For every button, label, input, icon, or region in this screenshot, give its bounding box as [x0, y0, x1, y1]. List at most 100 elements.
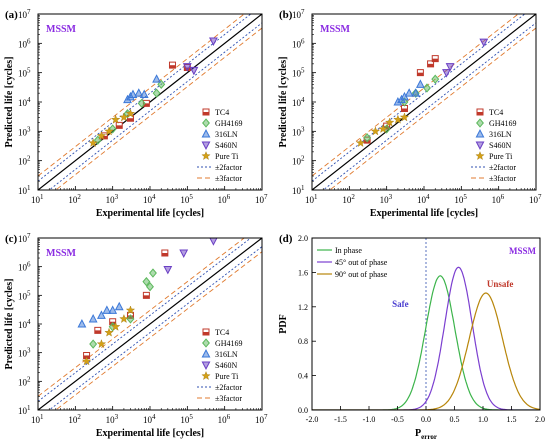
- tick-label-base: 10: [18, 377, 28, 387]
- legend-entry: GH4169: [215, 339, 243, 348]
- identity-line: [38, 238, 262, 410]
- marker-shape: [479, 38, 489, 48]
- legend-entry: 316LN: [215, 350, 238, 359]
- data-point: [110, 114, 121, 124]
- marker-shape: [475, 129, 485, 138]
- legend-marker: [201, 141, 211, 150]
- tick-label-exp: 2: [77, 193, 81, 201]
- y-tick-label: 101: [18, 184, 31, 196]
- data-point: [152, 74, 161, 83]
- tick-label-base: 10: [292, 186, 302, 196]
- y-tick-label: 0.0: [298, 406, 308, 415]
- y-tick-label: 2.0: [298, 234, 308, 243]
- y-tick-label: 104: [292, 96, 305, 108]
- data-point: [81, 356, 92, 366]
- tick-label-exp: 5: [301, 67, 305, 75]
- tick-label-base: 10: [292, 157, 302, 167]
- marker-shape: [384, 117, 395, 127]
- data-point: [423, 83, 431, 93]
- series-pure-ti: [81, 305, 136, 366]
- series-316ln: [123, 74, 161, 104]
- tick-label-exp: 5: [189, 413, 193, 421]
- series-gh4169: [89, 268, 157, 349]
- tick-label-base: 10: [18, 320, 28, 330]
- marker-shape: [77, 319, 87, 328]
- data-point: [393, 114, 403, 124]
- tick-label-exp: 4: [301, 96, 305, 104]
- tick-label-exp: 1: [301, 184, 305, 192]
- data-point: [125, 305, 136, 315]
- model-label: MSSM: [320, 24, 351, 35]
- data-point: [142, 276, 151, 287]
- tick-label-exp: 3: [27, 347, 31, 355]
- marker-shape: [128, 89, 138, 99]
- marker-shape: [96, 130, 107, 140]
- data-point: [110, 321, 121, 331]
- model-label: MSSM: [46, 24, 77, 35]
- legend-marker: [202, 118, 210, 128]
- legend-marker: [201, 361, 211, 370]
- legend: TC4 GH4169 316LN S460N Pure Ti ±2factor ±3fact…: [197, 328, 243, 403]
- tick-label-base: 10: [68, 195, 78, 205]
- y-tick-label: 104: [18, 318, 31, 330]
- tick-label-base: 10: [18, 291, 28, 301]
- tick-label-exp: 3: [27, 125, 31, 133]
- legend-marker: [475, 129, 485, 138]
- marker-shape: [152, 88, 161, 98]
- data-point: [400, 105, 408, 113]
- factor2-line-lower: [48, 22, 262, 190]
- tick-label-base: 10: [18, 10, 28, 20]
- data-point: [97, 310, 106, 319]
- y-tick-label: 106: [18, 37, 31, 49]
- tick-label-base: 10: [342, 195, 352, 205]
- x-tick-label: 104: [143, 193, 156, 205]
- series-pure-ti: [355, 112, 410, 147]
- data-point: [104, 126, 114, 136]
- identity-line: [312, 14, 536, 190]
- data-point: [114, 301, 124, 311]
- tick-label-base: 10: [18, 186, 28, 196]
- data-point: [128, 89, 138, 99]
- legend-marker: [475, 151, 485, 160]
- marker-shape: [142, 276, 151, 287]
- marker-shape: [201, 151, 211, 160]
- tick-label-base: 10: [68, 415, 78, 425]
- legend-marker: [202, 328, 210, 336]
- marker-shape: [134, 88, 144, 97]
- y-tick-label: 102: [292, 155, 305, 167]
- tick-label-exp: 4: [152, 413, 156, 421]
- x-tick-label: 1.5: [507, 415, 517, 424]
- y-tick-label: 0.4: [298, 372, 308, 381]
- marker-shape: [146, 282, 154, 292]
- y-axis-label: Predicted life [cycles]: [4, 57, 15, 148]
- legend-entry: ±3factor: [215, 394, 242, 403]
- x-tick-label: -1.0: [363, 415, 376, 424]
- tick-label-base: 10: [18, 263, 28, 273]
- marker-shape: [393, 114, 403, 124]
- tick-label-exp: 4: [27, 318, 31, 326]
- data-point: [142, 291, 150, 299]
- x-tick-label: -0.5: [391, 415, 404, 424]
- data-point: [119, 314, 129, 323]
- x-tick-label: 105: [180, 193, 193, 205]
- x-tick-label: 2.0: [535, 415, 545, 424]
- plot-area: [38, 14, 262, 190]
- marker-fill: [401, 108, 408, 112]
- tick-label-exp: 7: [264, 193, 268, 201]
- data-point: [479, 38, 489, 48]
- legend-entry: 90° out of phase: [335, 270, 388, 279]
- pdf-curve-out45: [312, 266, 540, 410]
- y-tick-label: 1.6: [298, 268, 308, 277]
- x-tick-label: 103: [106, 193, 119, 205]
- marker-shape: [149, 268, 157, 278]
- legend-entry: 316LN: [215, 130, 238, 139]
- marker-shape: [363, 133, 372, 143]
- tick-label-exp: 3: [115, 193, 119, 201]
- data-point: [189, 66, 199, 76]
- legend-marker: [476, 108, 484, 116]
- marker-shape: [445, 63, 455, 72]
- tick-label-base: 10: [255, 415, 265, 425]
- x-tick-label: 104: [417, 193, 430, 205]
- marker-shape: [476, 118, 484, 128]
- pdf-panel-d: -2.0 -1.5 -1.0 -0.5 0.0 0.5 1.0 1.5 2.0 0.0 0.4 0.8…: [278, 233, 545, 441]
